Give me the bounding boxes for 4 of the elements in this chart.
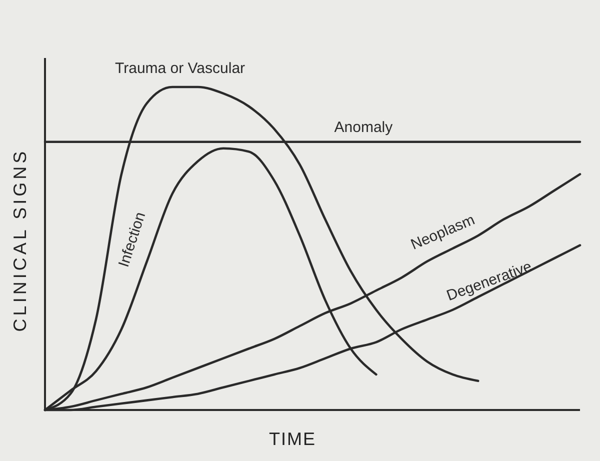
x-axis-title: TIME: [269, 429, 316, 449]
y-axis-title: CLINICAL SIGNS: [10, 148, 30, 332]
series-label: Anomaly: [334, 118, 394, 136]
series-label: Trauma or Vascular: [115, 60, 246, 77]
